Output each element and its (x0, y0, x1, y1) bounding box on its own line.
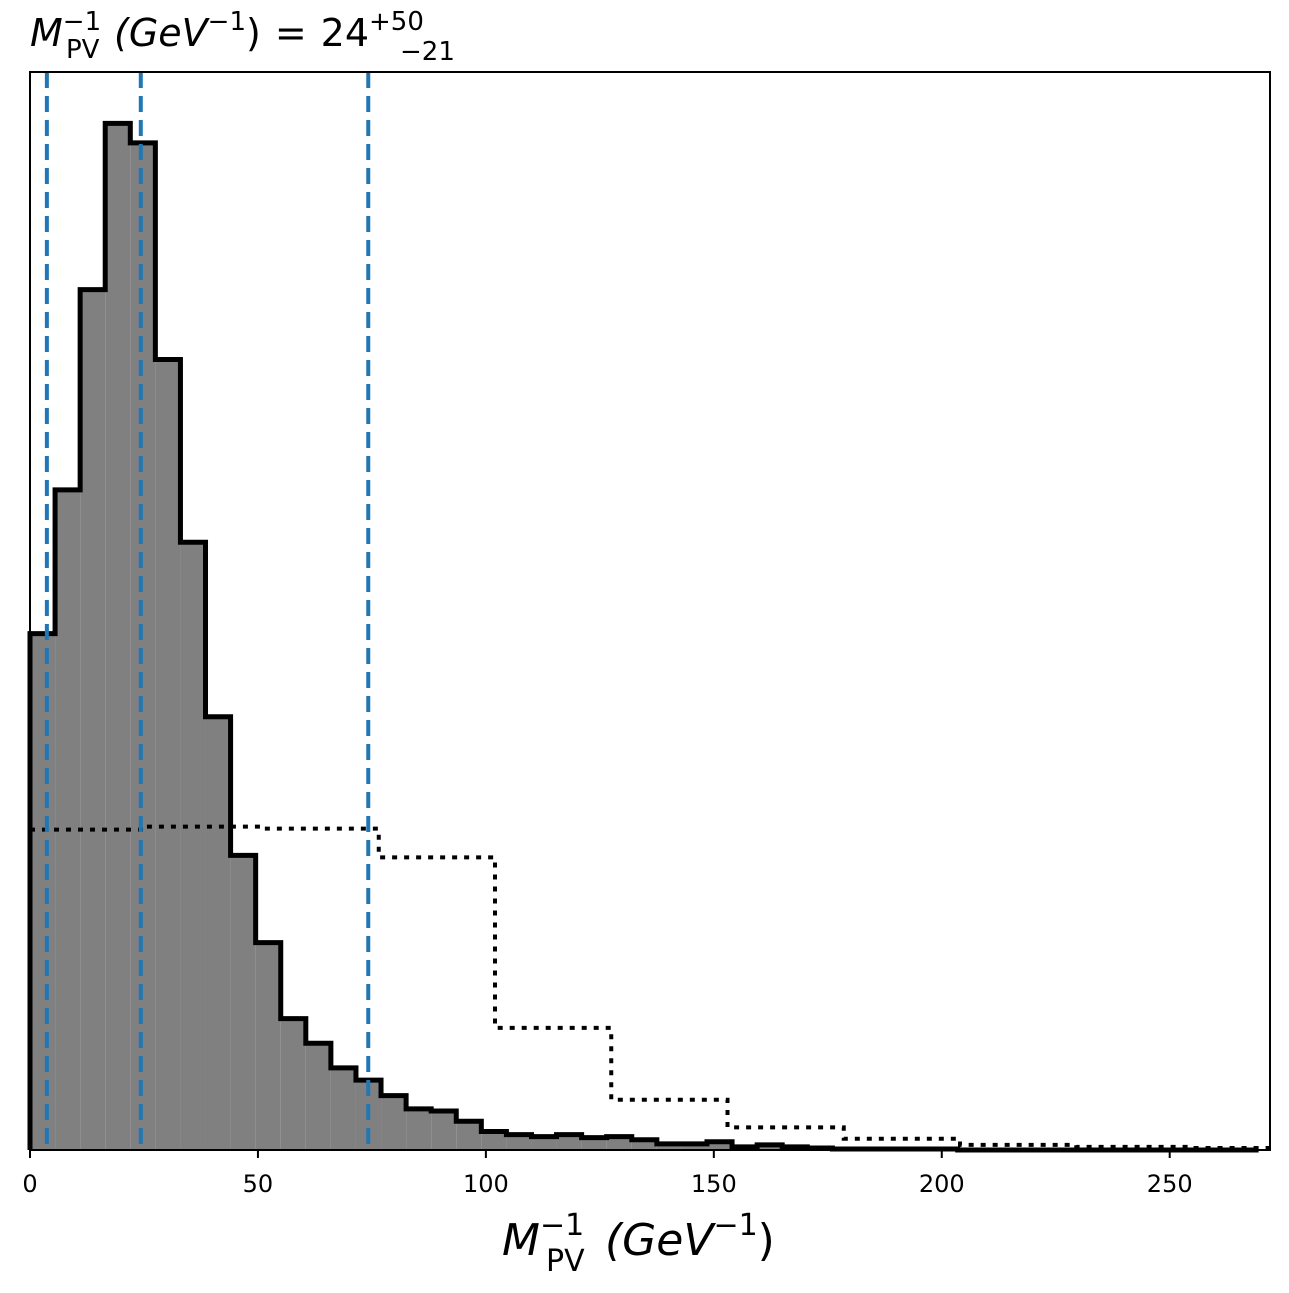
histogram-bar (481, 1131, 507, 1150)
title-units-superscript: −1 (208, 7, 246, 37)
histogram-bar (381, 1095, 407, 1150)
histogram-bar (105, 123, 131, 1150)
xlabel-symbol-superscript: −1 (540, 1208, 584, 1243)
title-symbol-subscript: PV (66, 35, 100, 65)
title-units-close: ) (246, 11, 261, 55)
title-upper-error: +50 (369, 7, 424, 37)
histogram-bar (80, 289, 106, 1150)
histogram-bar (506, 1134, 532, 1150)
histogram-bar (531, 1136, 557, 1150)
histogram-bar (30, 633, 56, 1150)
histogram-bar (130, 142, 156, 1151)
xlabel-units: (GeV (605, 1215, 716, 1266)
histogram-bar (230, 855, 256, 1150)
histogram-bar (556, 1134, 582, 1150)
x-tick-label: 0 (22, 1170, 37, 1198)
x-tick-label: 150 (691, 1170, 737, 1198)
histogram-bar (155, 359, 181, 1150)
histogram-bar (305, 1043, 331, 1150)
histogram-bar (205, 716, 231, 1150)
plot-area (27, 72, 1270, 1153)
histogram-bar (55, 489, 81, 1150)
title-symbol: M (30, 11, 63, 55)
xlabel-units-close: ) (758, 1215, 775, 1266)
histogram-outline (27, 120, 1259, 1153)
histogram-bar (280, 1018, 306, 1150)
histogram-bar (631, 1139, 657, 1150)
histogram-bar (456, 1121, 482, 1150)
title-equals: = (275, 11, 307, 55)
title-value: 24 (321, 11, 369, 55)
x-tick-label: 50 (243, 1170, 274, 1198)
xlabel-symbol-subscript: PV (546, 1244, 585, 1279)
histogram-bar (706, 1141, 733, 1150)
x-axis-ticks: 0 50 100 150 200 250 (22, 1150, 1193, 1198)
histogram-bar (681, 1143, 707, 1150)
title-units: (GeV (114, 11, 211, 55)
histogram-bar (180, 542, 206, 1150)
histogram-bar (606, 1136, 632, 1150)
title-symbol-superscript: −1 (63, 7, 101, 37)
xlabel-symbol: M (502, 1215, 540, 1266)
histogram-bar (255, 942, 281, 1150)
title-lower-error: −21 (400, 37, 455, 67)
xlabel-units-superscript: −1 (713, 1208, 757, 1243)
x-tick-label: 200 (919, 1170, 965, 1198)
histogram-bar (757, 1144, 783, 1150)
prior-dotted-step (30, 824, 1270, 1150)
histogram-bar (431, 1110, 457, 1150)
chart-title: M−1 PV (GeV−1) = 24+50 −21 (30, 7, 455, 67)
x-axis-label: M−1 PV (GeV−1) (502, 1208, 775, 1279)
histogram-bar (406, 1108, 432, 1150)
histogram-bar (581, 1137, 607, 1150)
x-tick-label: 100 (463, 1170, 509, 1198)
x-tick-label: 250 (1147, 1170, 1193, 1198)
histogram-bar (330, 1067, 356, 1150)
histogram-bar (656, 1143, 682, 1150)
axes-frame (29, 71, 1271, 1151)
